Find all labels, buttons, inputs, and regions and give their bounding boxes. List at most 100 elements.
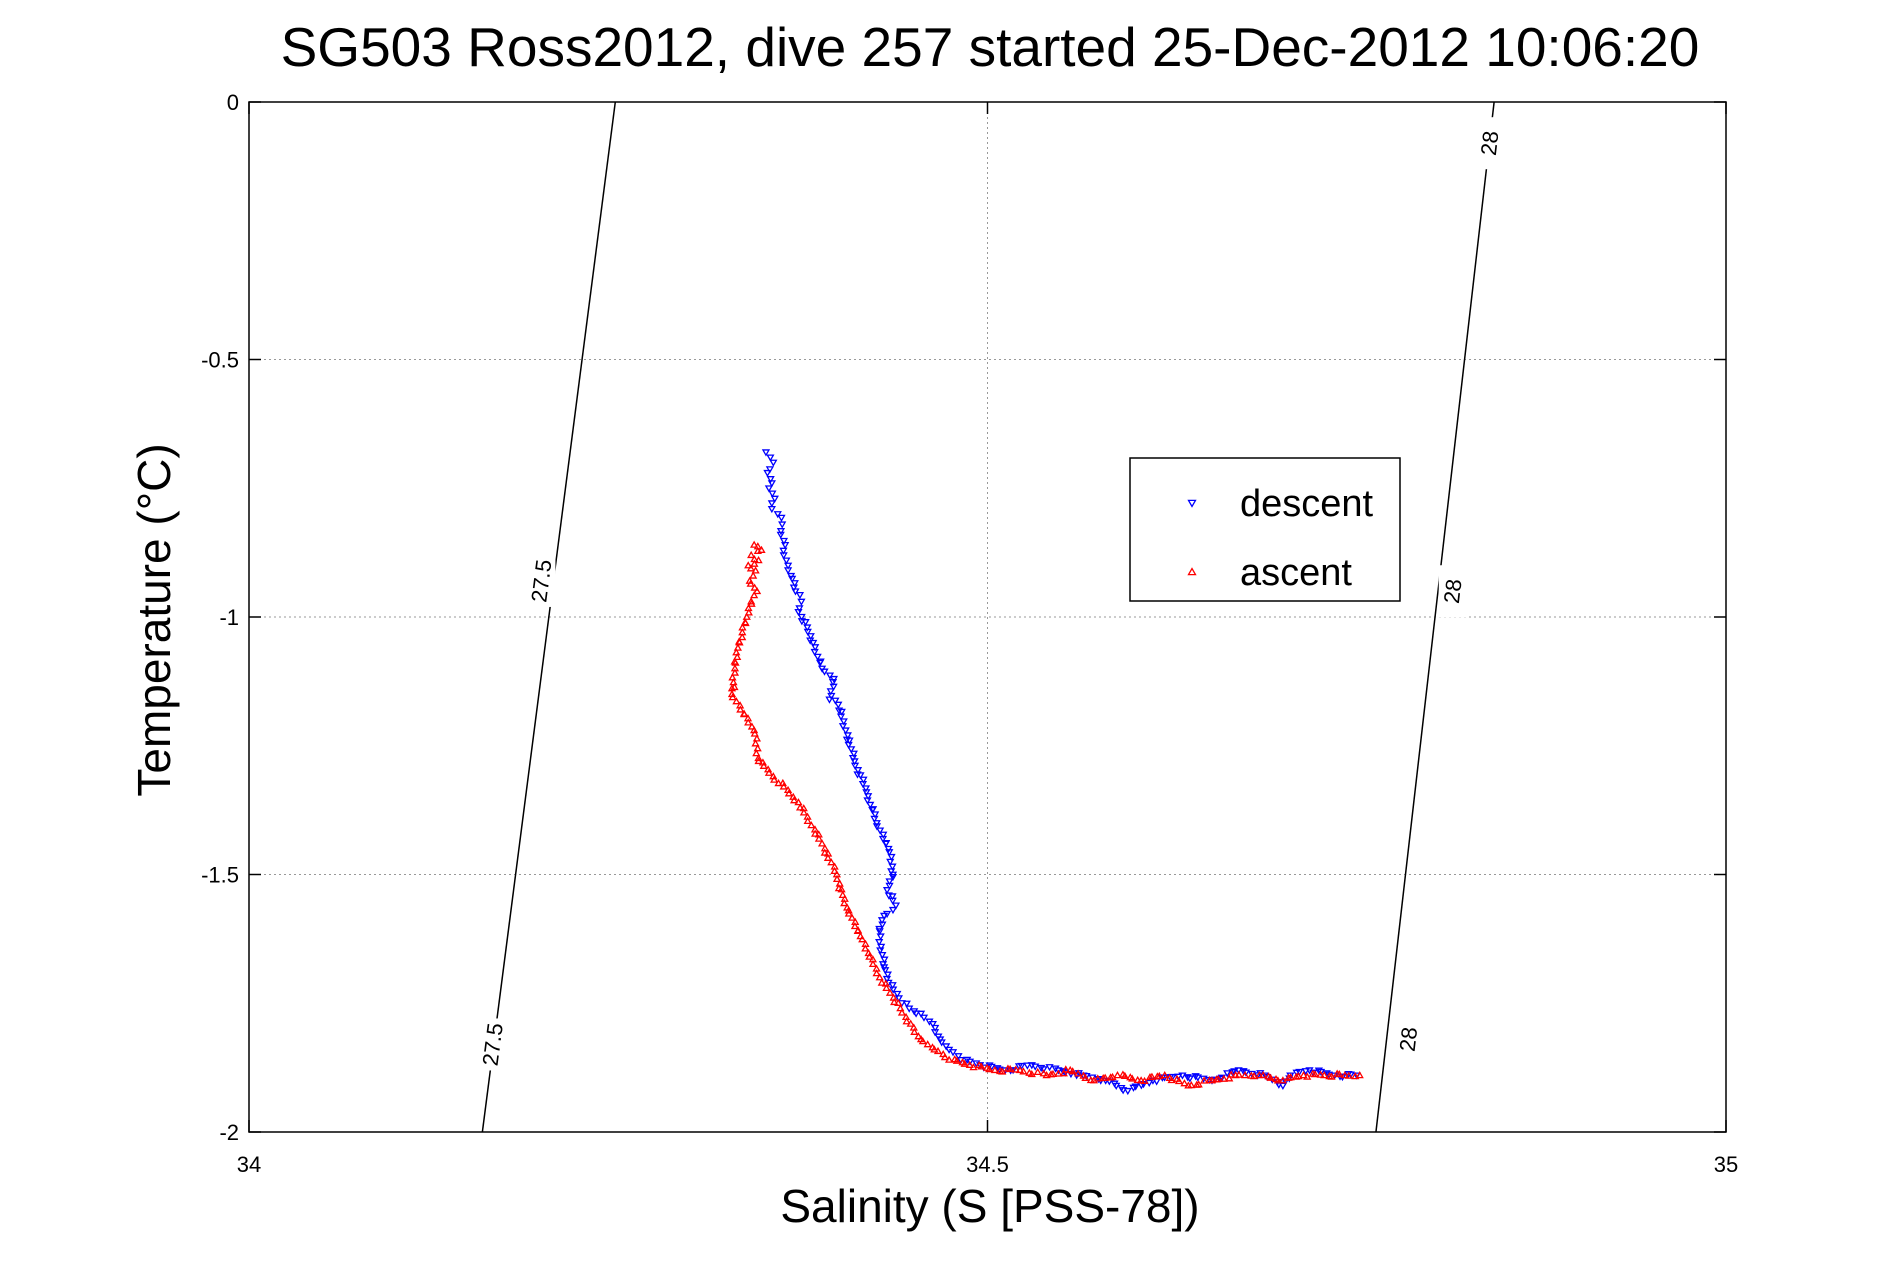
ascent-point (894, 998, 903, 1006)
descent-point (770, 495, 779, 503)
series-ascent (727, 540, 1364, 1089)
ascent-point (789, 796, 799, 804)
ascent-point (1019, 1067, 1028, 1075)
ascent-point (1214, 1074, 1223, 1083)
ascent-point (1225, 1074, 1234, 1082)
ascent-point (1033, 1067, 1042, 1076)
descent-point (797, 598, 806, 606)
ascent-point (853, 926, 862, 935)
ascent-point (735, 638, 744, 646)
ascent-point (838, 890, 847, 898)
ascent-point (965, 1060, 974, 1068)
descent-point (863, 797, 872, 805)
descent-point (763, 469, 772, 478)
descent-point (841, 727, 850, 735)
ascent-point (990, 1065, 1000, 1074)
descent-point (889, 986, 898, 994)
descent-point (815, 659, 825, 668)
ascent-point (952, 1056, 961, 1064)
descent-point (773, 511, 782, 519)
descent-point (779, 547, 788, 555)
descent-point (801, 619, 810, 627)
legend-label-ascent: ascent (1240, 552, 1352, 594)
ascent-point (1155, 1071, 1164, 1080)
ascent-point (1113, 1071, 1122, 1079)
ascent-point (727, 684, 737, 692)
ascent-point (1081, 1073, 1090, 1081)
ascent-point (1147, 1072, 1157, 1080)
descent-point (1023, 1062, 1032, 1070)
ascent-point (803, 816, 812, 825)
ascent-point (1011, 1065, 1020, 1073)
ascent-point (837, 885, 846, 893)
descent-point (887, 868, 896, 876)
ascent-point (830, 866, 839, 875)
ascent-point (746, 564, 756, 572)
descent-point (886, 858, 895, 866)
ascent-point (1310, 1070, 1320, 1078)
descent-point (954, 1053, 963, 1061)
descent-point (888, 863, 897, 871)
descent-point (887, 853, 896, 862)
ascent-point (740, 710, 749, 718)
ascent-point (1093, 1074, 1102, 1082)
ascent-point (744, 718, 753, 726)
ascent-point (872, 969, 881, 977)
descent-point (1314, 1067, 1323, 1075)
descent-point (871, 811, 880, 819)
descent-point (839, 718, 848, 726)
descent-point (783, 562, 793, 570)
descent-point (875, 827, 885, 835)
ascent-point (736, 705, 745, 713)
ascent-point (1194, 1080, 1203, 1088)
ascent-point (779, 782, 788, 790)
descent-point (894, 995, 904, 1003)
descent-point (1037, 1064, 1046, 1073)
axis-ticks: 34 34.5 35 0 -0.5 -1 -1.5 -2 (201, 90, 1738, 1177)
ascent-point (759, 761, 768, 769)
descent-point (888, 873, 898, 882)
ascent-point (1108, 1072, 1117, 1081)
density-contours: 27.5 27.5 28 28 28 (478, 101, 1504, 1133)
ascent-point (738, 633, 747, 641)
ascent-point (877, 978, 886, 986)
ascent-point (1006, 1064, 1015, 1073)
descent-point (825, 696, 834, 704)
ascent-point (744, 608, 753, 616)
contour-label: 28 (1439, 578, 1467, 605)
descent-point (778, 521, 787, 529)
ascent-point (977, 1062, 986, 1070)
ascent-point (1039, 1069, 1048, 1077)
descent-point (843, 732, 852, 740)
ascent-point (753, 744, 762, 752)
descent-point (1045, 1064, 1054, 1072)
legend-marker-ascent (1187, 567, 1197, 576)
descent-point (928, 1020, 937, 1029)
ascent-point (832, 874, 842, 883)
descent-point (768, 490, 777, 498)
y-axis-label: Temperature (°C) (128, 443, 180, 796)
ascent-point (1128, 1074, 1137, 1082)
ascent-point (1101, 1073, 1110, 1081)
ascent-point (910, 1027, 919, 1035)
ascent-point (1068, 1067, 1077, 1075)
ascent-point (1286, 1073, 1295, 1081)
ascent-point (751, 739, 760, 747)
descent-point (876, 933, 885, 941)
ascent-point (928, 1043, 937, 1051)
ascent-point (1255, 1071, 1264, 1079)
descent-point (820, 668, 829, 676)
x-tick-label: 34.5 (966, 1152, 1009, 1177)
descent-point (1281, 1078, 1290, 1086)
ascent-point (817, 839, 827, 847)
descent-point (1223, 1070, 1232, 1078)
ascent-point (749, 571, 758, 579)
ascent-point (827, 858, 836, 866)
ascent-point (1335, 1070, 1344, 1078)
descent-point (1316, 1068, 1326, 1077)
ascent-point (754, 753, 763, 762)
ascent-point (747, 722, 757, 730)
ascent-point (1278, 1076, 1288, 1084)
ascent-point (774, 778, 783, 787)
